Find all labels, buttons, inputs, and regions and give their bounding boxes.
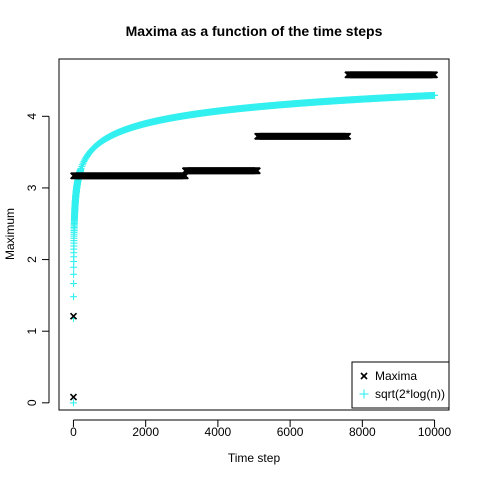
legend-entry-sqrt — [359, 389, 369, 399]
sqrt-point — [431, 91, 439, 99]
maxima-point — [253, 167, 261, 175]
y-tick-label: 4 — [25, 113, 39, 120]
y-tick-label: 0 — [25, 399, 39, 406]
legend: Maxima sqrt(2*log(n)) — [351, 361, 450, 409]
maxima-point — [69, 393, 78, 401]
legend-symbol-maxima — [360, 372, 368, 380]
y-tick-label: 2 — [25, 256, 39, 263]
x-tick-label: 10000 — [418, 425, 452, 439]
x-tick-label: 6000 — [277, 425, 304, 439]
sqrt-point — [78, 161, 86, 169]
legend-symbol-sqrt — [359, 389, 369, 399]
series-layer — [69, 71, 439, 407]
chart-title: Maxima as a function of the time steps — [126, 23, 383, 39]
x-axis-label: Time step — [228, 451, 281, 465]
sqrt-point — [70, 270, 78, 278]
legend-box — [351, 361, 450, 409]
legend-label-sqrt: sqrt(2*log(n)) — [375, 387, 445, 401]
y-axis-label: Maximum — [3, 208, 17, 260]
y-tick-label: 3 — [25, 184, 39, 191]
sqrt-point — [79, 159, 87, 167]
series-sqrt-markers — [69, 91, 439, 407]
maxima-point — [69, 312, 78, 320]
series-maxima-markers — [69, 71, 439, 401]
y-tick-label: 1 — [25, 328, 39, 335]
sqrt-point — [70, 280, 78, 288]
y-axis: 0 1 2 3 4 — [25, 113, 50, 406]
legend-label-maxima: Maxima — [375, 369, 417, 383]
legend-entry-maxima — [360, 372, 368, 380]
sqrt-point — [69, 399, 77, 407]
x-tick-label: 4000 — [205, 425, 232, 439]
maxima-point — [430, 71, 439, 79]
plot-frame — [58, 58, 450, 411]
x-tick-label: 2000 — [132, 425, 159, 439]
maxima-point — [344, 132, 352, 140]
sqrt-point — [70, 293, 78, 301]
x-tick-label: 0 — [70, 425, 77, 439]
x-tick-label: 8000 — [349, 425, 376, 439]
x-axis: 0 2000 4000 6000 8000 10000 — [70, 419, 452, 439]
